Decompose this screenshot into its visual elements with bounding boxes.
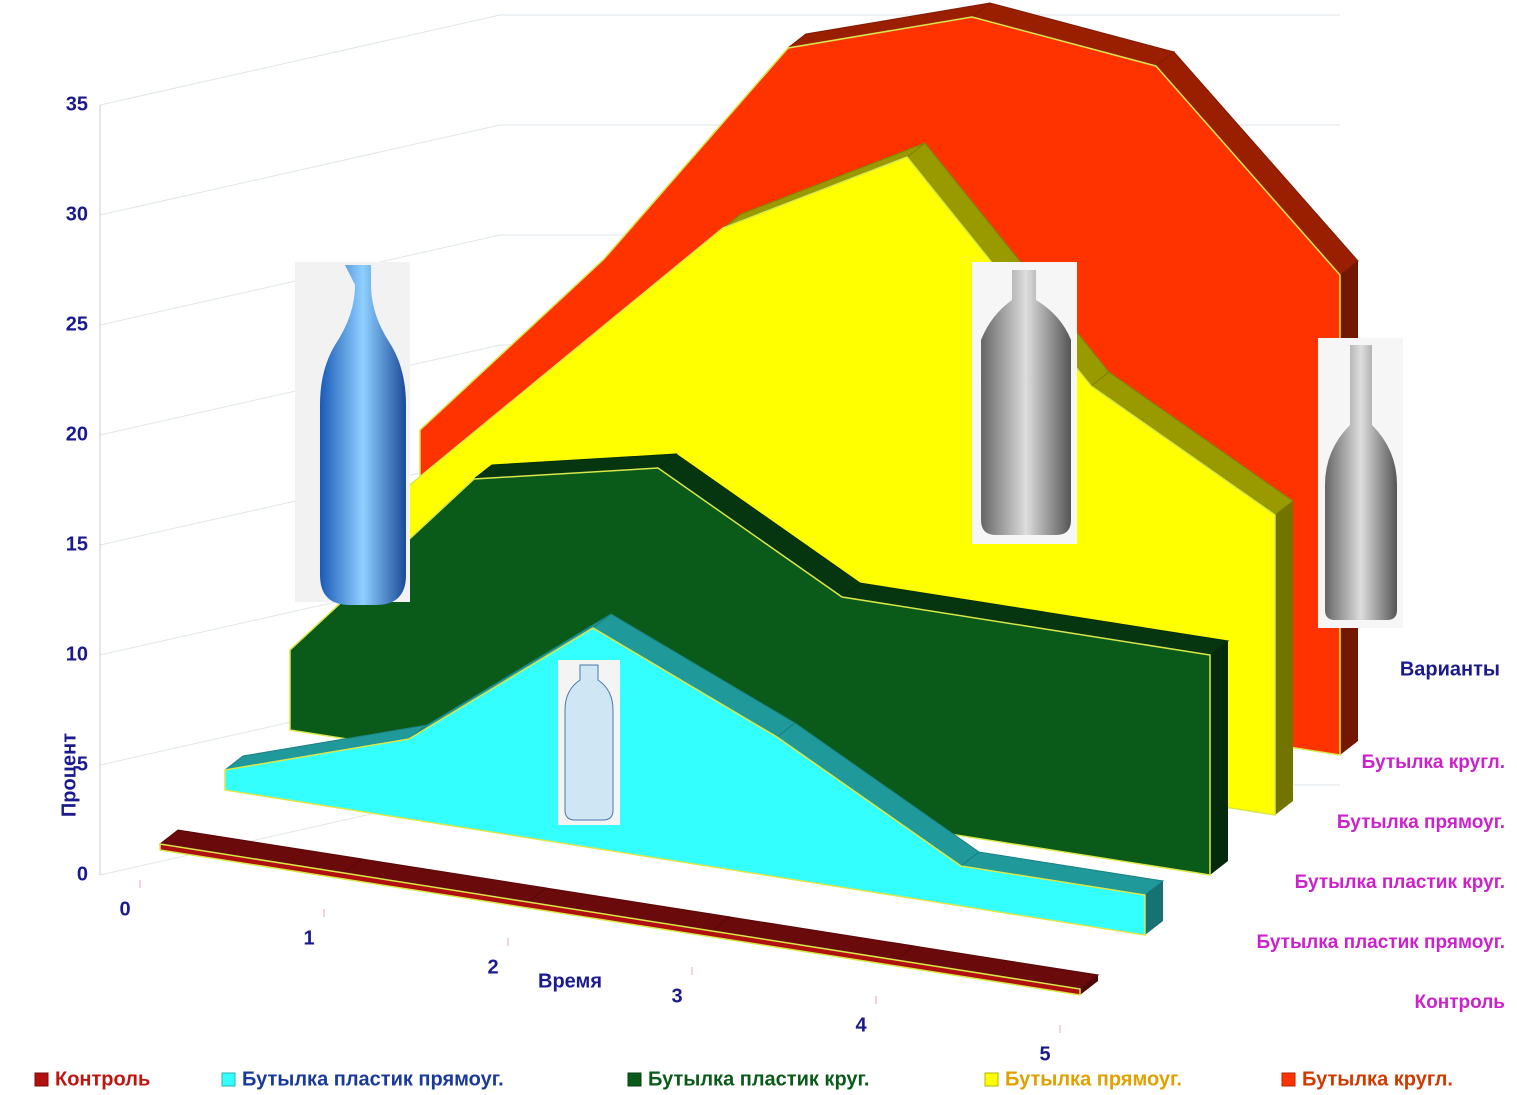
x-tick-label: 4 — [855, 1014, 867, 1036]
y-tick-label: 25 — [66, 313, 88, 335]
legend-label: Бутылка кругл. — [1302, 1068, 1453, 1090]
x-axis-title: Время — [538, 970, 602, 992]
y-tick-label: 30 — [66, 203, 88, 225]
depth-label: Бутылка пластик круг. — [1295, 872, 1505, 893]
area-side-face — [1145, 881, 1163, 935]
depth-label: Бутылка прямоуг. — [1337, 812, 1505, 833]
area-side-face — [1275, 501, 1293, 815]
legend-label: Бутылка пластик прямоуг. — [242, 1068, 504, 1090]
decor-bottles — [295, 262, 1403, 825]
bottle — [564, 664, 614, 821]
depth-label: Бутылка пластик прямоуг. — [1256, 932, 1505, 953]
legend-label: Бутылка прямоуг. — [1005, 1068, 1182, 1090]
area — [224, 627, 1146, 936]
legend-swatch — [627, 1072, 642, 1087]
y-tick-label: 15 — [66, 533, 88, 555]
area — [159, 843, 1081, 996]
legend-swatch — [1281, 1072, 1296, 1087]
y-tick-label: 35 — [66, 93, 88, 115]
x-tick-label: 0 — [119, 898, 130, 920]
legend-swatch — [34, 1072, 49, 1087]
depth-label: Бутылка кругл. — [1362, 752, 1505, 773]
depth-axis-title: Варианты — [1400, 658, 1500, 680]
y-tick-label: 0 — [77, 863, 88, 885]
y-axis-title: Процент — [58, 733, 80, 817]
y-tick-label: 5 — [77, 753, 88, 775]
legend-label: Бутылка пластик круг. — [648, 1068, 869, 1090]
x-tick-label: 5 — [1039, 1043, 1050, 1065]
area-side-face — [1080, 975, 1098, 995]
legend: Контроль Бутылка пластик прямоуг. Бутылка … — [34, 1068, 1453, 1090]
area-side-face — [1210, 641, 1228, 875]
x-tick-label: 3 — [671, 985, 682, 1007]
plot-area: 0 5 10 15 20 25 30 35 0 1 2 3 4 5 Бутылка кругл. Бутылк… — [66, 2, 1505, 1065]
depth-label: Контроль — [1415, 992, 1505, 1013]
y-tick-label: 20 — [66, 423, 88, 445]
grid-line — [99, 14, 1340, 106]
bottle — [320, 265, 406, 605]
x-tick-label: 1 — [303, 927, 314, 949]
legend-swatch — [221, 1072, 236, 1087]
y-tick-label: 10 — [66, 643, 88, 665]
bottle — [1325, 345, 1397, 620]
bottle — [981, 270, 1071, 535]
legend-swatch — [984, 1072, 999, 1087]
area-series — [158, 829, 1100, 996]
legend-label: Контроль — [55, 1068, 150, 1090]
x-tick-label: 2 — [487, 956, 498, 978]
area-series — [224, 613, 1165, 936]
